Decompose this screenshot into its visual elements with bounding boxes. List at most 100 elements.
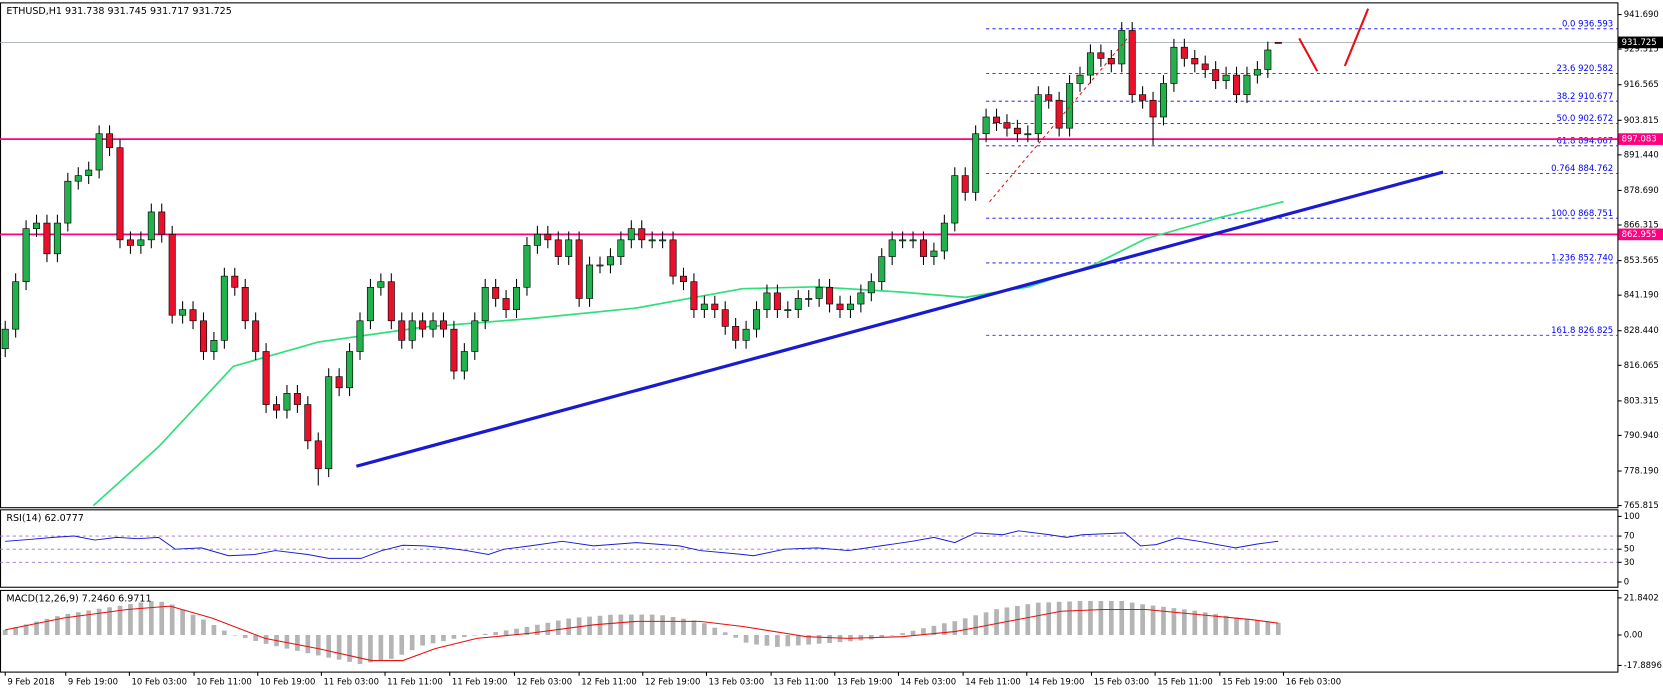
macd-bar	[722, 632, 728, 636]
macd-bar	[649, 614, 655, 636]
candle-body	[1128, 30, 1136, 95]
fib-ratio: 50.0	[1557, 113, 1576, 123]
macd-bar	[148, 601, 154, 636]
candle-body	[867, 281, 875, 294]
candle-body	[1233, 74, 1241, 95]
current-price-label: 931.725	[1622, 37, 1657, 47]
x-tick-label: 13 Feb 03:00	[709, 677, 765, 687]
candle-body	[993, 116, 1001, 123]
macd-bar	[597, 615, 603, 636]
rsi-header: RSI(14) 62.0777	[6, 512, 84, 523]
candle-body	[899, 239, 907, 242]
fib-anchor-line	[989, 31, 1134, 203]
macd-bar	[712, 627, 718, 636]
fib-ratio: 161.8	[1551, 324, 1575, 334]
macd-bar	[879, 635, 885, 638]
macd-bar	[1265, 621, 1271, 636]
macd-tick-label: -17.8896	[1624, 660, 1662, 670]
macd-bar	[1056, 601, 1062, 636]
candle-body	[1076, 74, 1084, 84]
macd-bar	[420, 635, 425, 646]
macd-bar	[514, 628, 519, 636]
macd-bar	[169, 604, 175, 636]
macd-bar	[295, 635, 300, 651]
macd-bar	[472, 635, 478, 636]
candle-body	[22, 228, 30, 283]
candle-body	[846, 303, 854, 310]
candle-body	[481, 286, 489, 322]
candle-body	[700, 303, 708, 310]
candle-body	[784, 309, 792, 312]
y-tick-label: 929.315	[1624, 44, 1659, 54]
candle-body	[1024, 133, 1032, 136]
header-close: 931.725	[192, 5, 231, 16]
x-tick-label: 11 Feb 11:00	[387, 677, 443, 687]
fib-price: 852.740	[1578, 252, 1613, 262]
macd-bar	[409, 635, 415, 651]
rsi-tick-label: 30	[1624, 557, 1635, 567]
candle-body	[596, 264, 604, 267]
macd-bar	[65, 613, 71, 636]
candle-body	[168, 233, 176, 316]
macd-bar	[931, 625, 937, 636]
macd-bar	[1108, 600, 1114, 636]
current-price-box	[1618, 36, 1663, 49]
candle-body	[627, 228, 635, 241]
candle-body	[940, 222, 948, 252]
candle-body	[85, 169, 93, 176]
candle-body	[1013, 127, 1021, 135]
candle-body	[325, 376, 333, 470]
macd-bar	[44, 618, 50, 636]
candle-body	[126, 239, 134, 246]
macd-bar	[733, 635, 738, 638]
candle-body	[450, 328, 458, 372]
macd-bar	[357, 635, 363, 664]
candle-body	[815, 286, 823, 299]
macd-bar	[23, 624, 29, 636]
macd-bar	[795, 635, 801, 646]
macd-header: MACD(12,26,9) 7.2460 6.9711	[6, 593, 151, 604]
macd-bar	[660, 615, 665, 636]
candle-body	[293, 393, 301, 405]
y-tick-label: 878.690	[1624, 185, 1659, 195]
fib-ratio: 100.0	[1551, 207, 1575, 217]
macd-bar	[253, 635, 258, 641]
candle-body	[554, 239, 562, 257]
y-tick-label: 803.315	[1624, 395, 1659, 405]
macd-bar	[1140, 604, 1145, 636]
macd-bar	[910, 630, 916, 636]
candle-body	[262, 351, 270, 405]
candle-body	[513, 286, 521, 310]
macd-bar	[493, 632, 498, 636]
candle-body	[857, 292, 865, 305]
candle-body	[12, 281, 20, 330]
candle-body	[1086, 52, 1094, 76]
macd-bar	[1088, 600, 1093, 636]
candle-body	[1264, 49, 1272, 70]
candle-body	[878, 256, 886, 283]
macd-bar	[764, 635, 770, 646]
candle-body	[763, 292, 771, 310]
rsi-tick-label: 100	[1624, 511, 1640, 521]
candle-body	[106, 133, 114, 149]
x-tick-label: 15 Feb 11:00	[1157, 677, 1213, 687]
candle-body	[1055, 99, 1063, 129]
fib-label: 100.0 868.751	[1551, 207, 1613, 217]
x-tick-label: 14 Feb 19:00	[1029, 677, 1085, 687]
macd-bar	[482, 633, 488, 636]
macd-bar	[128, 604, 133, 636]
header-high: 931.745	[107, 5, 146, 16]
macd-bar	[1098, 600, 1104, 636]
macd-bar	[138, 602, 144, 636]
candle-body	[492, 286, 500, 299]
candle-body	[1159, 83, 1167, 118]
candle-body	[836, 303, 844, 310]
candle-body	[1045, 94, 1053, 101]
candle-body	[179, 309, 187, 316]
candle-body	[199, 320, 207, 352]
macd-bar	[190, 614, 196, 636]
candle-body	[1107, 58, 1115, 65]
macd-bar	[921, 628, 926, 636]
macd-bar	[1202, 612, 1208, 636]
